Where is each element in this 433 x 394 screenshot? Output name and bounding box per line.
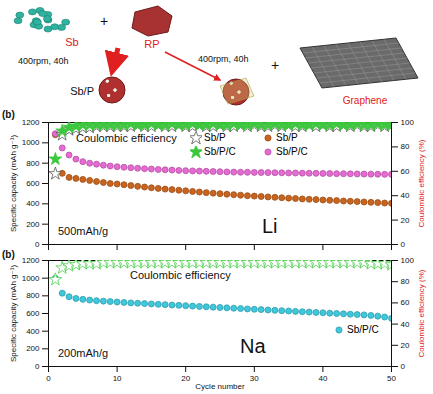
html-text:Sb/P: Sb/P	[276, 132, 298, 143]
svg-text:400: 400	[26, 199, 40, 208]
svg-text:200: 200	[26, 220, 40, 229]
svg-text:40: 40	[401, 320, 410, 329]
svg-text:200: 200	[26, 344, 40, 353]
svg-text:600: 600	[26, 179, 40, 188]
html-text:500mAh/g: 500mAh/g	[58, 225, 109, 237]
svg-text:Cycle number: Cycle number	[195, 382, 245, 391]
svg-text:400rpm, 40h: 400rpm, 40h	[198, 54, 249, 64]
svg-text:0: 0	[401, 240, 406, 249]
svg-text:20: 20	[181, 374, 190, 383]
svg-text:1000: 1000	[22, 274, 40, 283]
svg-text:800: 800	[26, 291, 40, 300]
svg-text:400rpm, 40h: 400rpm, 40h	[18, 56, 69, 66]
svg-text:0: 0	[35, 362, 40, 371]
svg-text:60: 60	[401, 298, 410, 307]
html-text:200mAh/g: 200mAh/g	[58, 347, 109, 359]
html-text:Li: Li	[262, 215, 278, 237]
svg-text:100: 100	[401, 256, 415, 265]
svg-text:60: 60	[401, 167, 410, 176]
html-text:Coulombic efficiency: Coulombic efficiency	[130, 269, 231, 281]
svg-text:0: 0	[401, 362, 406, 371]
svg-text:0: 0	[35, 240, 40, 249]
svg-text:80: 80	[401, 142, 410, 151]
html-text:Sb/P/C: Sb/P/C	[347, 324, 379, 335]
svg-text:20: 20	[401, 341, 410, 350]
svg-text:400: 400	[26, 327, 40, 336]
svg-text:600: 600	[26, 309, 40, 318]
svg-text:30: 30	[250, 374, 259, 383]
svg-text:0: 0	[46, 374, 51, 383]
svg-text:800: 800	[26, 159, 40, 168]
svg-text:+: +	[100, 13, 108, 29]
html-text:Sb/P: Sb/P	[204, 132, 226, 143]
svg-text:40: 40	[401, 191, 410, 200]
html-text:Sb/P/C: Sb/P/C	[204, 146, 236, 157]
svg-text:Coulombic efficiency (%): Coulombic efficiency (%)	[417, 269, 426, 357]
svg-text:Sb/P: Sb/P	[70, 85, 94, 97]
svg-text:10: 10	[113, 374, 122, 383]
svg-text:80: 80	[401, 277, 410, 286]
svg-text:1200: 1200	[22, 118, 40, 127]
svg-text:50: 50	[387, 374, 396, 383]
svg-text:Specific capacity (mAh g⁻¹): Specific capacity (mAh g⁻¹)	[9, 135, 18, 232]
svg-text:100: 100	[401, 118, 415, 127]
html-text:Na: Na	[240, 335, 266, 357]
svg-text:1000: 1000	[22, 138, 40, 147]
svg-text:RP: RP	[144, 38, 159, 50]
svg-text:Sb: Sb	[65, 36, 78, 48]
html-text:Coulombic efficiency: Coulombic efficiency	[76, 132, 177, 144]
svg-text:20: 20	[401, 216, 410, 225]
svg-text:Graphene: Graphene	[343, 95, 388, 106]
html-text:(b): (b)	[2, 109, 15, 120]
svg-text:Specific capacity (mAh g⁻¹): Specific capacity (mAh g⁻¹)	[9, 265, 18, 362]
html-text:(b): (b)	[2, 249, 15, 260]
svg-text:Coulombic efficiency (%): Coulombic efficiency (%)	[417, 139, 426, 227]
html-text:Sb/P/C: Sb/P/C	[276, 146, 308, 157]
svg-text:+: +	[271, 57, 279, 73]
svg-text:1200: 1200	[22, 256, 40, 265]
svg-text:40: 40	[318, 374, 327, 383]
